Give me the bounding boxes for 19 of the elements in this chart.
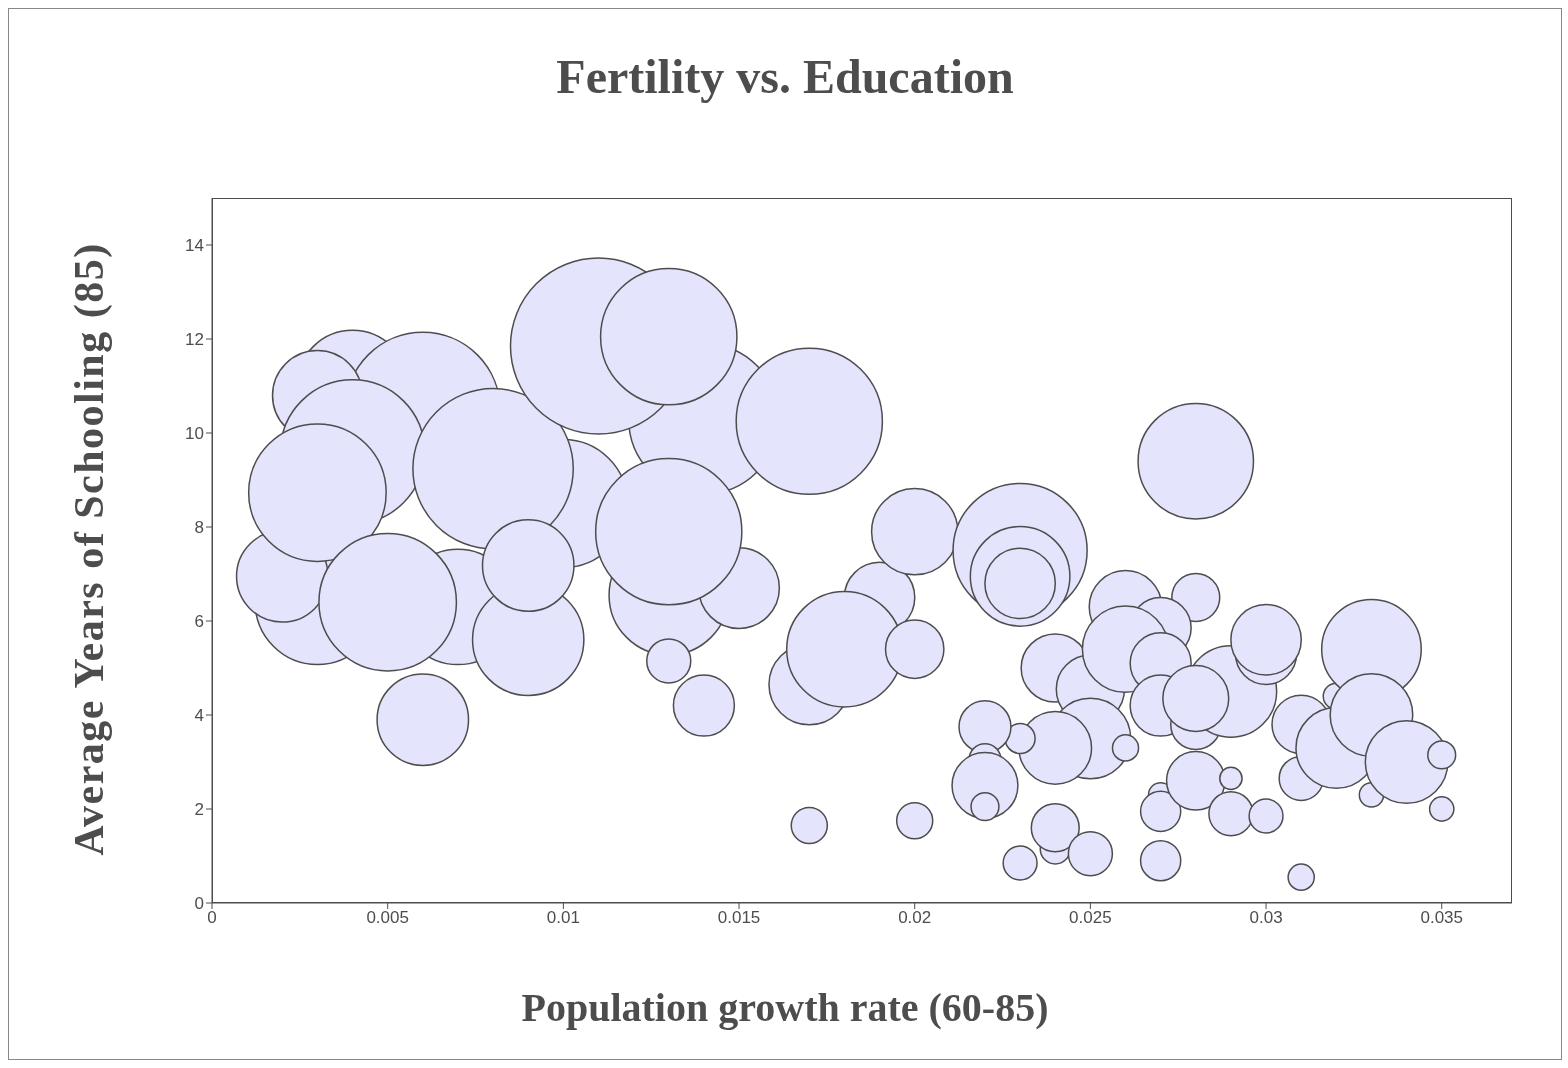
x-tick-label: 0.025 [1069, 908, 1112, 928]
y-tick-label: 12 [185, 330, 204, 350]
y-tick-label: 0 [194, 894, 204, 914]
y-tick-label: 6 [194, 612, 204, 632]
x-tick-label: 0.005 [366, 908, 409, 928]
x-tick-label: 0.015 [717, 908, 761, 928]
x-tick-label: 0.035 [1420, 908, 1463, 928]
x-tick-label: 0.01 [546, 908, 580, 928]
y-tick-label: 2 [194, 800, 204, 820]
y-tick-label: 14 [185, 236, 204, 256]
y-tick-label: 4 [194, 706, 204, 726]
x-tick-label: 0.03 [1249, 908, 1283, 928]
y-tick-label: 10 [185, 424, 204, 444]
x-axis-title: Population growth rate (60-85) [520, 984, 1050, 1031]
x-tick-label: 0 [207, 908, 217, 928]
chart-title: Fertility vs. Education [555, 49, 1015, 104]
y-axis-title: Average Years of Schooling (85) [65, 242, 113, 856]
y-tick-label: 8 [194, 518, 204, 538]
x-tick-label: 0.02 [898, 908, 932, 928]
